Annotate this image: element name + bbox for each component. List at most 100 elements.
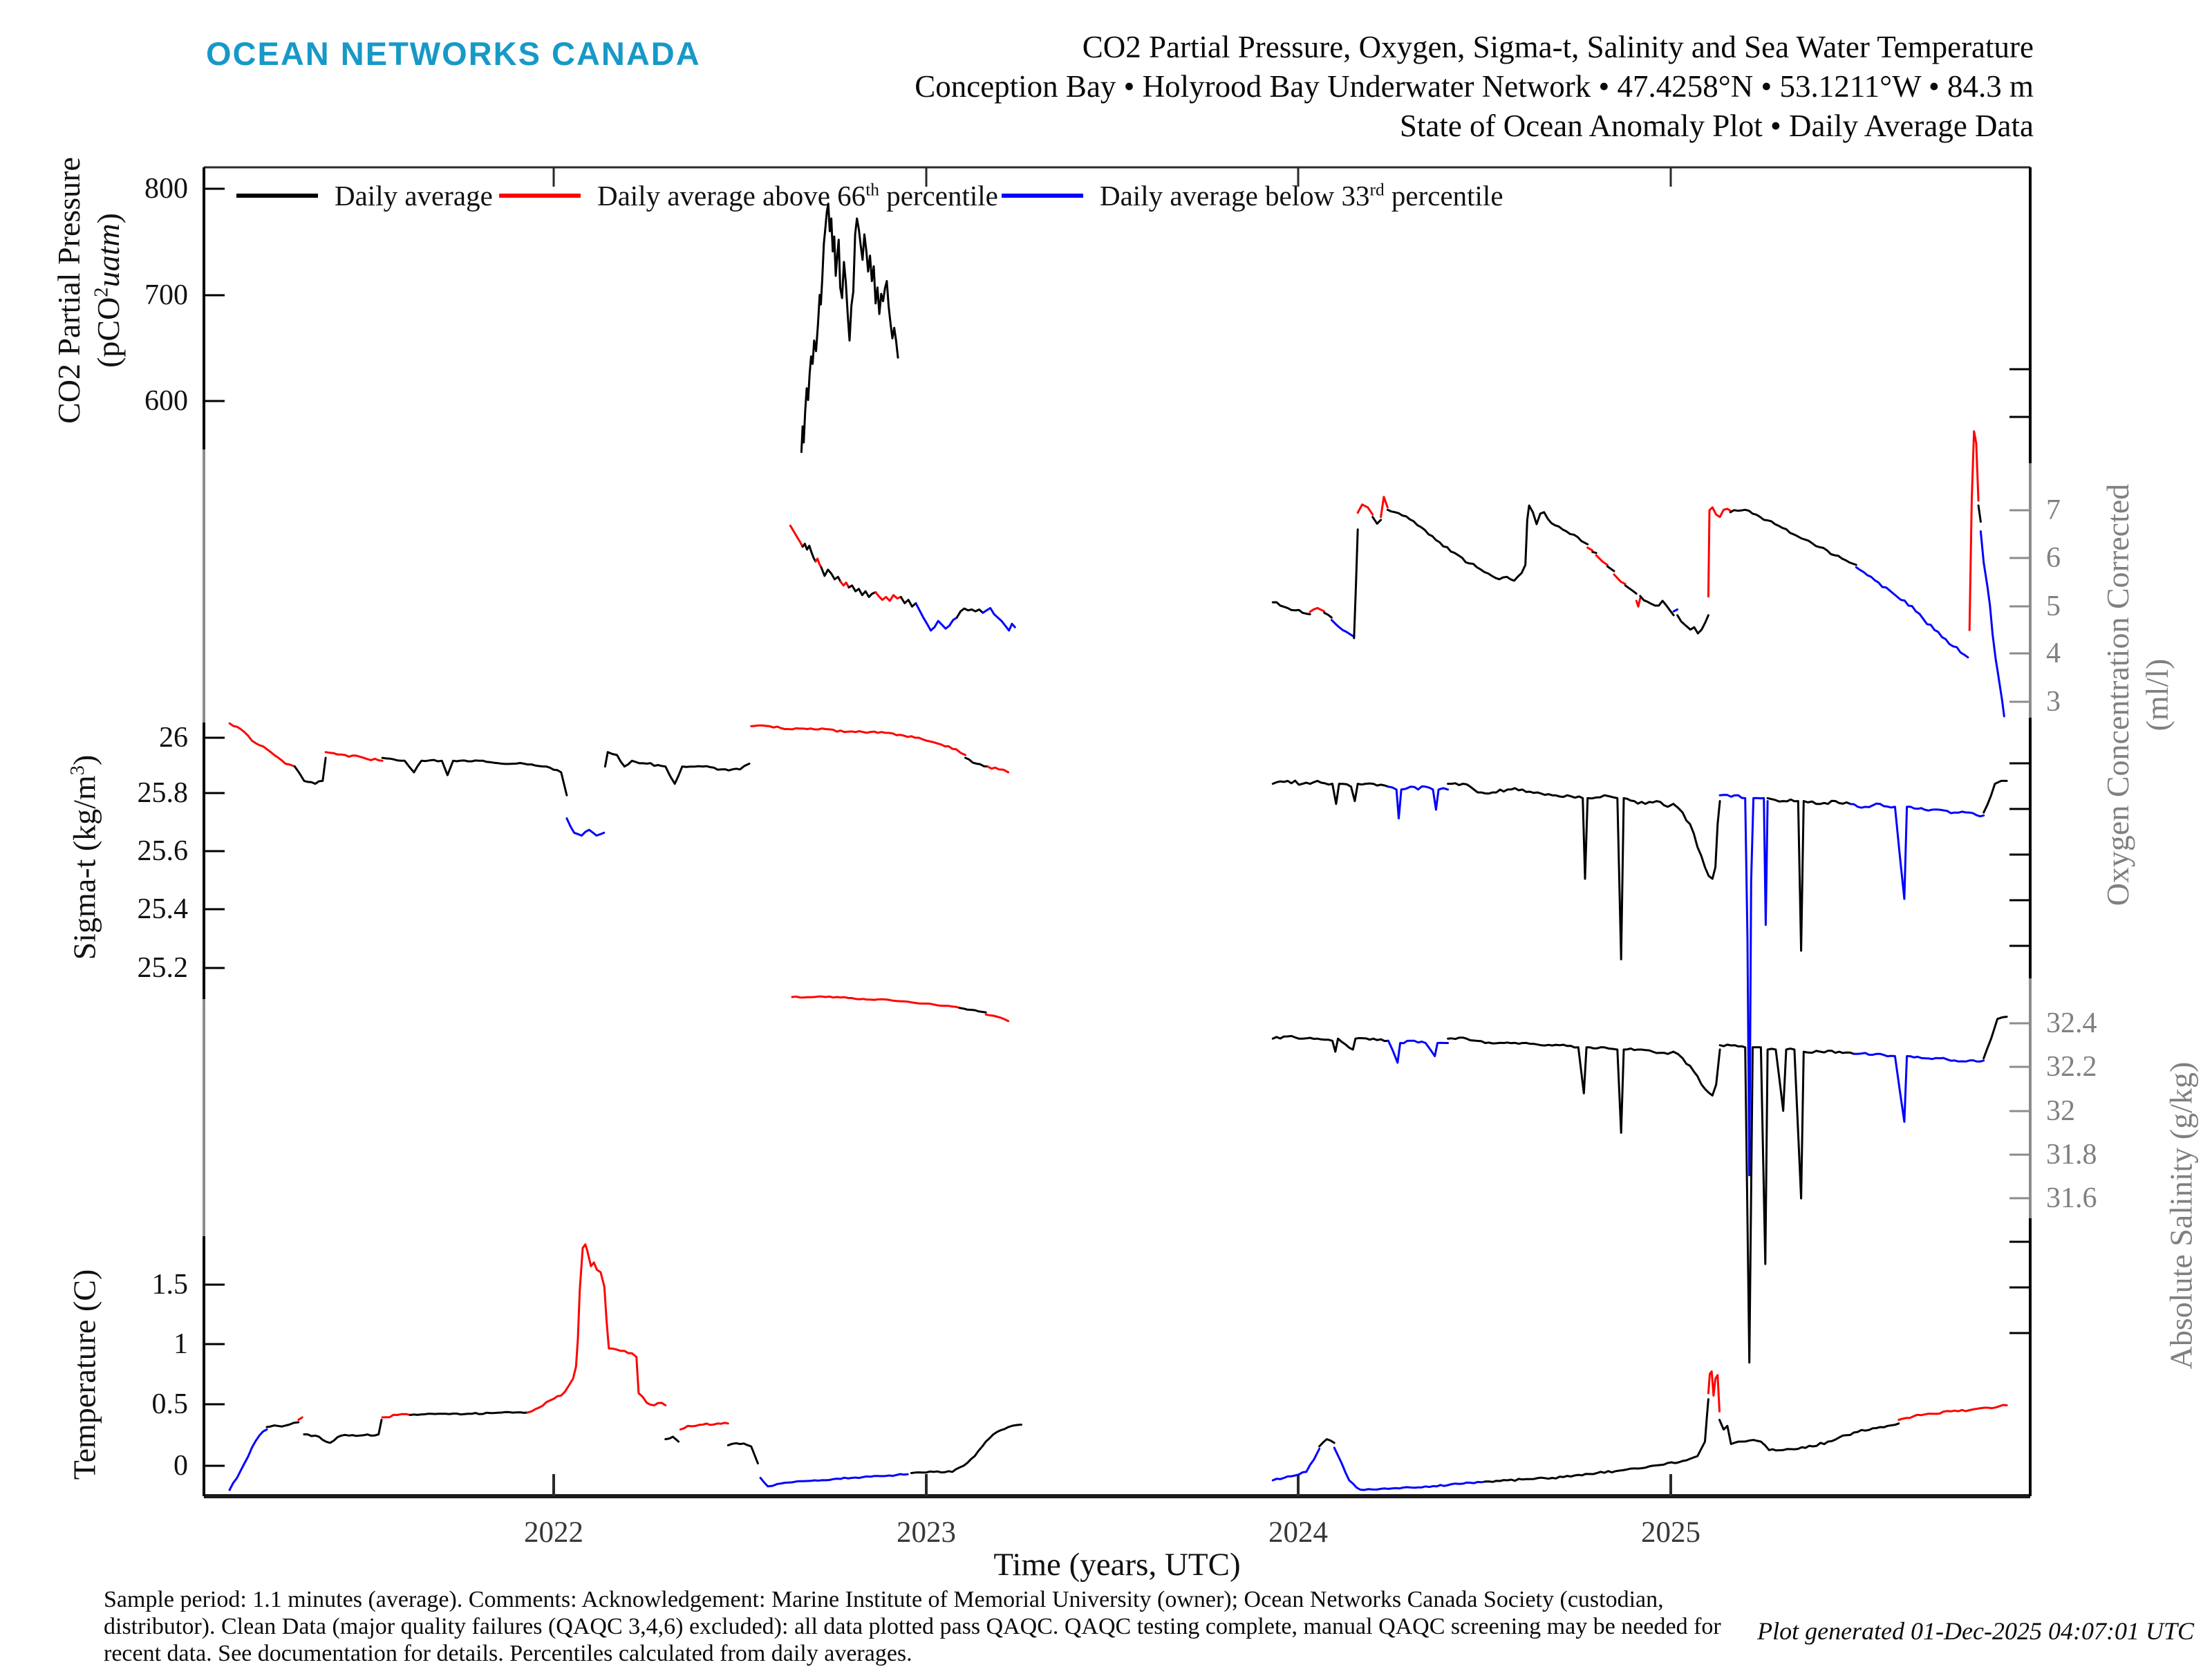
- oxygen-tick-label: 6: [2046, 542, 2061, 574]
- co2_partial_pressure-series-black: [800, 203, 899, 454]
- oxygen_concentration-series-red: [1613, 573, 1627, 586]
- plot-title: CO2 Partial Pressure, Oxygen, Sigma-t, S…: [915, 28, 2034, 146]
- oxygen_concentration-series-black: [1729, 508, 1857, 566]
- sigma_t-series-red: [750, 724, 967, 756]
- oxygen_concentration-series-black: [1353, 528, 1359, 640]
- sigma_t-series-black: [1447, 782, 1675, 960]
- temperature-series-black: [265, 1421, 300, 1428]
- oxygen_concentration-series-black: [1676, 614, 1709, 635]
- co2-tick-label: 600: [144, 385, 188, 417]
- salinity-axis-title: Absolute Salinity (g/kg): [2163, 1061, 2199, 1370]
- temperature-series-red: [526, 1243, 667, 1414]
- oxygen_concentration-series-black: [1977, 504, 1982, 523]
- oxygen_concentration-series-black: [847, 584, 877, 598]
- footer-line-2: distributor). Clean Data (major quality …: [104, 1614, 1721, 1639]
- oxygen_concentration-series-black: [1624, 584, 1638, 595]
- sigma_t-series-red: [228, 722, 296, 768]
- sigma-tick-label: 25.2: [137, 952, 189, 984]
- sigma_t-series-black: [1672, 800, 1721, 880]
- sigma_t-series-blue: [1718, 794, 1769, 1177]
- oxygen_concentration-series-red: [1309, 606, 1326, 613]
- footer-line-1: Sample period: 1.1 minutes (average). Co…: [104, 1587, 1664, 1612]
- oxygen-tick-label: 3: [2046, 686, 2061, 718]
- salinity-tick-label: 32.2: [2046, 1051, 2097, 1083]
- year-tick-label: 2022: [524, 1516, 583, 1549]
- oxygen_concentration-series-red: [1968, 430, 1980, 631]
- temperature-series-red: [1707, 1370, 1721, 1413]
- sigma_t-series-black: [603, 751, 751, 785]
- oxygen_concentration-series-black: [899, 595, 917, 608]
- temperature-tick-label: 1.5: [151, 1269, 189, 1301]
- absolute_salinity-series-blue: [1853, 1052, 1985, 1123]
- sigma_t-series-black: [1271, 779, 1389, 805]
- oxygen_concentration-series-blue: [1672, 608, 1679, 613]
- oxygen_concentration-series-black: [1371, 516, 1382, 525]
- sigma_t-series-red: [986, 765, 1010, 774]
- absolute_salinity-series-black: [1447, 1036, 1675, 1134]
- oxygen-axis-title: Oxygen Concentration Corrected (ml/l): [2100, 483, 2175, 906]
- sigma_t-series-blue: [565, 817, 606, 837]
- oxygen_concentration-series-blue: [982, 606, 1016, 632]
- legend-blue-line-sample: [1002, 194, 1083, 198]
- temperature-series-blue: [759, 1473, 909, 1488]
- co2-tick-label: 700: [144, 279, 188, 311]
- oxygen_concentration-series-red: [1356, 503, 1374, 516]
- oxygen_concentration-series-black: [1323, 611, 1333, 619]
- legend-label: Daily average above 66th percentile: [597, 180, 998, 212]
- oxygen_concentration-series-blue: [1330, 619, 1356, 638]
- title-line-1: CO2 Partial Pressure, Oxygen, Sigma-t, S…: [1082, 30, 2034, 64]
- oxygen_concentration-series-blue: [1979, 530, 2005, 718]
- temperature-series-black: [727, 1442, 759, 1464]
- sigma_t-series-black: [964, 756, 989, 768]
- oxygen_concentration-series-black: [820, 566, 842, 583]
- temperature-series-red: [679, 1422, 729, 1431]
- oxygen_concentration-series-black: [1639, 595, 1675, 617]
- oxygen_concentration-series-red: [839, 580, 850, 589]
- oxygen_concentration-series-black: [955, 607, 984, 619]
- temperature-series-black: [1318, 1438, 1335, 1448]
- temperature-series-black: [1718, 1419, 1900, 1452]
- oxygen-tick-label: 4: [2046, 637, 2061, 669]
- oxygen_concentration-series-red: [1380, 496, 1389, 519]
- salinity-tick-label: 31.8: [2046, 1139, 2097, 1171]
- absolute_salinity-series-blue: [1387, 1039, 1450, 1064]
- footer-line-3: recent data. See documentation for detai…: [104, 1641, 912, 1666]
- temperature-series-blue: [228, 1428, 268, 1491]
- oxygen_concentration-series-black: [1386, 504, 1589, 582]
- oxygen_concentration-series-black: [801, 543, 817, 563]
- title-line-2: Conception Bay • Holyrood Bay Underwater…: [915, 69, 2034, 104]
- temperature-series-blue: [1271, 1448, 1321, 1482]
- oxygen_concentration-series-red: [1595, 554, 1609, 566]
- legend-item-below-33rd: Daily average below 33rd percentile: [1002, 178, 1503, 213]
- absolute_salinity-series-black: [959, 1007, 987, 1014]
- temperature-series-black: [409, 1410, 529, 1416]
- sigma_t-series-red: [324, 751, 384, 762]
- absolute_salinity-series-black: [1672, 1048, 1721, 1097]
- oxygen_concentration-series-black: [1606, 565, 1615, 572]
- oxygen-tick-label: 7: [2046, 494, 2061, 526]
- oxygen_concentration-series-red: [789, 524, 804, 548]
- temperature-tick-label: 0: [174, 1450, 188, 1482]
- legend-black-line-sample: [236, 194, 318, 198]
- temperature-tick-label: 1: [174, 1328, 188, 1360]
- year-tick-label: 2023: [897, 1516, 956, 1549]
- absolute_salinity-series-red: [791, 995, 961, 1009]
- oxygen-tick-label: 5: [2046, 590, 2061, 622]
- absolute_salinity-series-red: [984, 1013, 1010, 1023]
- absolute_salinity-series-black: [1718, 1043, 1855, 1364]
- oxygen_concentration-series-red: [1635, 597, 1642, 608]
- absolute_salinity-series-black: [1983, 1016, 2008, 1060]
- temperature-series-black: [303, 1419, 383, 1444]
- temperature-series-red: [381, 1413, 411, 1419]
- oxygen_concentration-series-red: [814, 557, 823, 568]
- temperature-series-red: [297, 1416, 303, 1421]
- sigma_t-series-black: [293, 756, 327, 785]
- co2-tick-label: 800: [144, 173, 188, 205]
- salinity-tick-label: 31.6: [2046, 1182, 2097, 1214]
- temperature-series-black: [664, 1435, 680, 1443]
- footer-caption: Sample period: 1.1 minutes (average). Co…: [104, 1586, 1721, 1667]
- temperature-series-black: [1484, 1398, 1709, 1483]
- sigma_t-series-black: [1766, 797, 1852, 952]
